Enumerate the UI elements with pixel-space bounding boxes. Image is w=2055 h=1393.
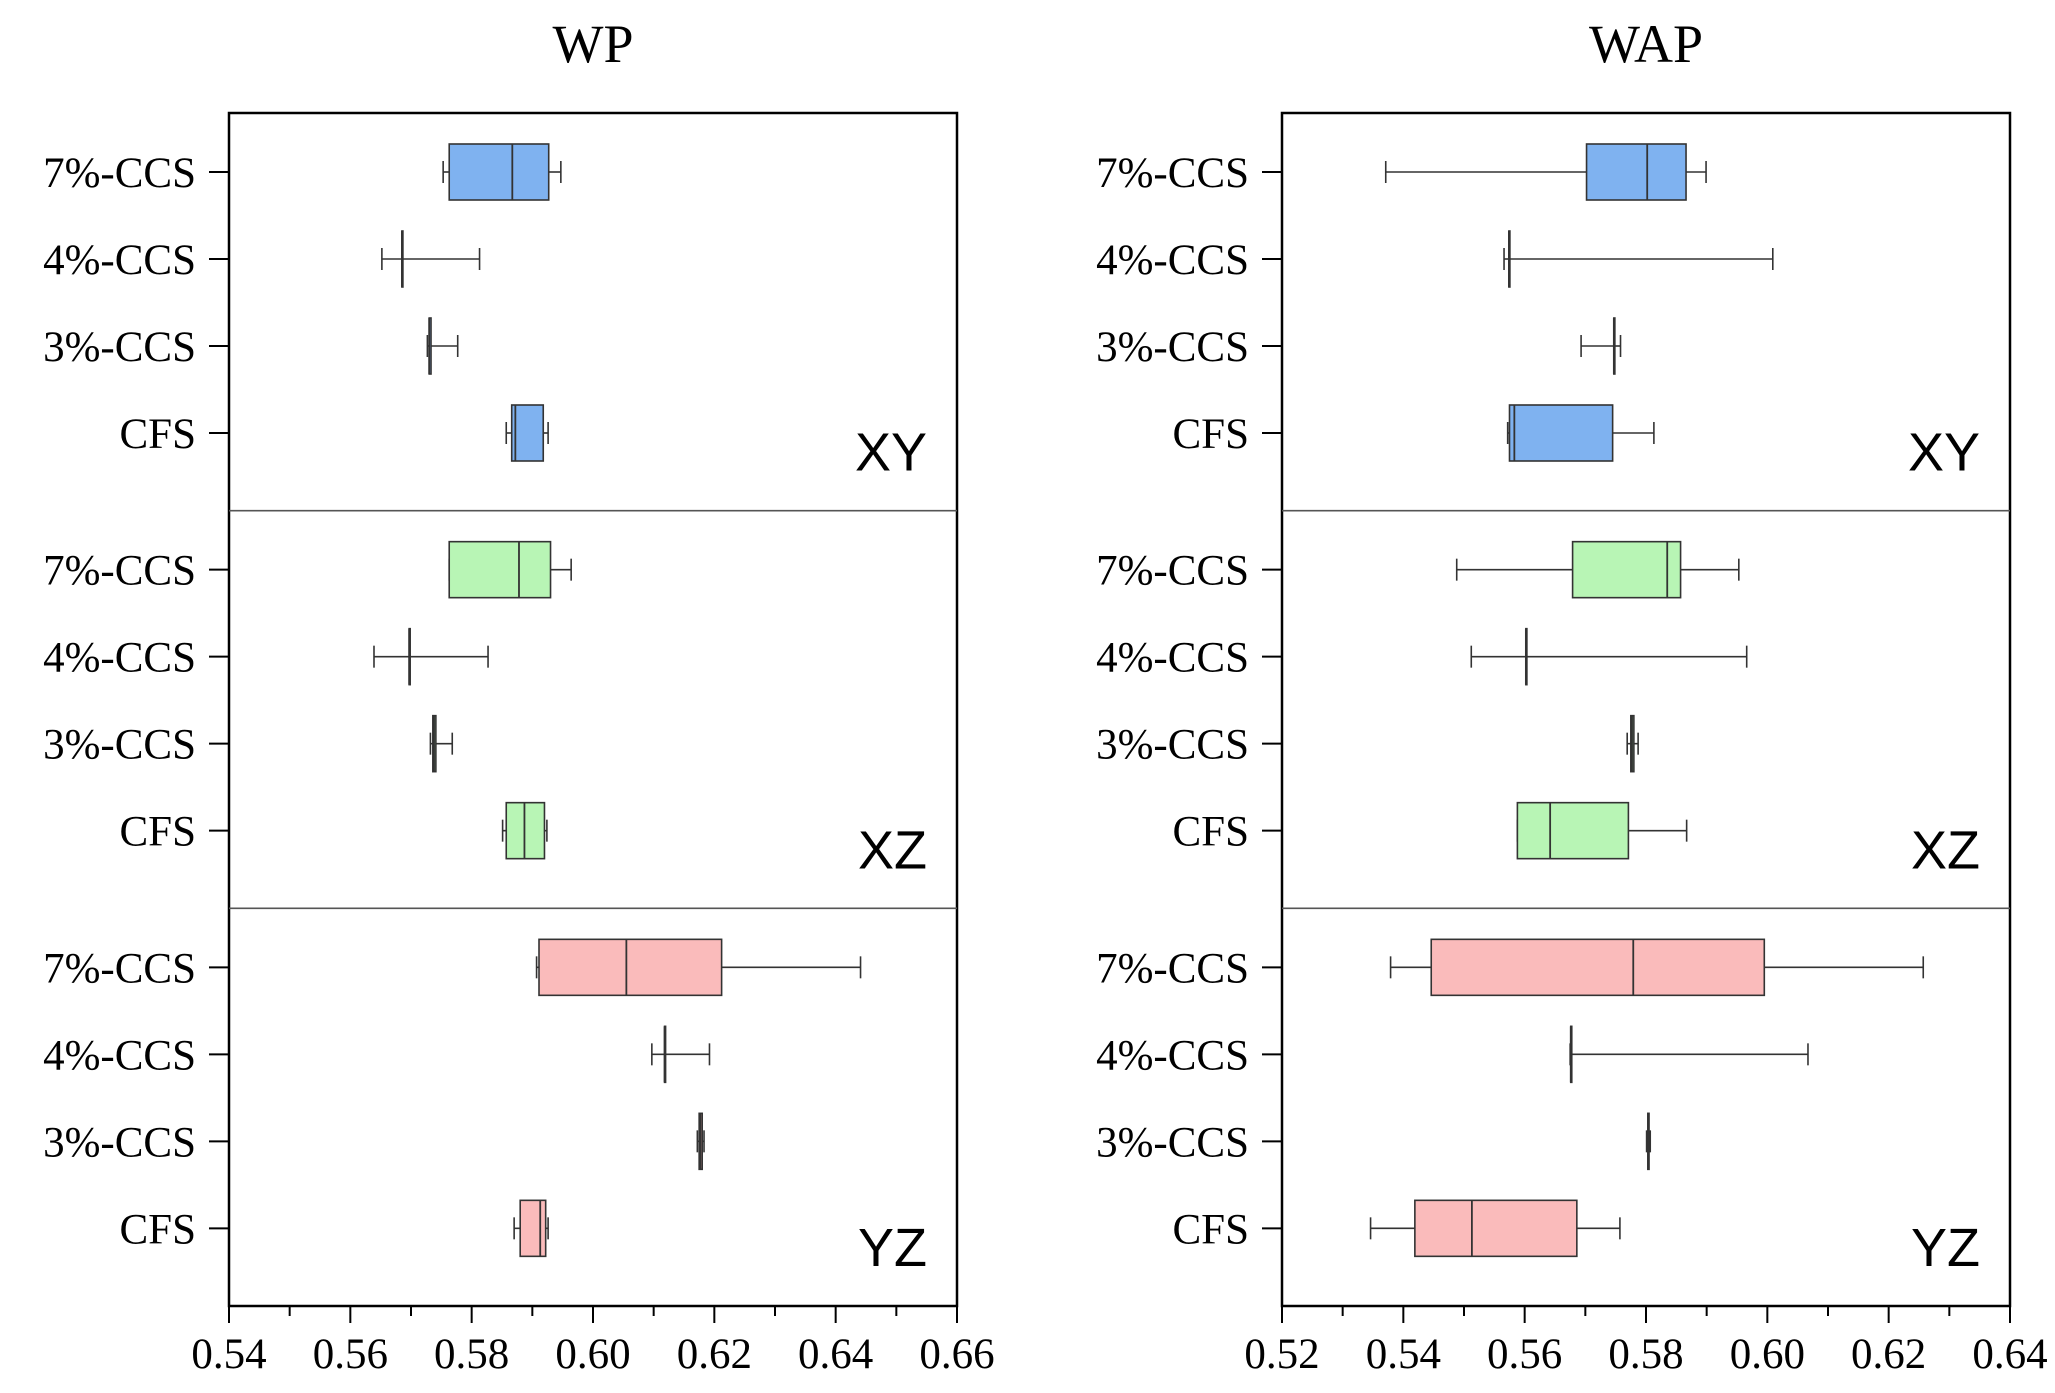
y-category-label: 3%-CCS (1096, 1119, 1249, 1166)
x-tick-label: 0.64 (798, 1331, 873, 1378)
y-category-label: CFS (1172, 411, 1249, 458)
y-category-label: 4%-CCS (1096, 1032, 1249, 1079)
plot-frame (1280, 111, 2012, 1308)
x-tick-label: 0.54 (191, 1331, 266, 1378)
plot-frame (227, 111, 959, 1308)
x-tick-label: 0.62 (1851, 1331, 1926, 1378)
box-iqr (1585, 143, 1687, 201)
y-category-label: 7%-CCS (43, 548, 196, 595)
y-category-label: CFS (119, 1206, 196, 1253)
x-tick-label: 0.56 (1487, 1331, 1562, 1378)
box-iqr (510, 404, 545, 462)
y-category-label: CFS (119, 411, 196, 458)
box-iqr (505, 801, 546, 860)
x-tick-label: 0.60 (555, 1331, 630, 1378)
y-category-label: CFS (119, 809, 196, 856)
y-category-label: 7%-CCS (1096, 548, 1249, 595)
y-category-label: 3%-CCS (43, 324, 196, 371)
x-tick-label: 0.66 (919, 1331, 994, 1378)
box-iqr (1430, 938, 1766, 997)
y-category-label: 4%-CCS (43, 1032, 196, 1079)
plot-title: WAP (1589, 14, 1703, 74)
x-tick-label: 0.62 (677, 1331, 752, 1378)
y-category-label: 7%-CCS (1096, 150, 1249, 197)
panel-label: XZ (1911, 820, 1980, 880)
panel-label: YZ (1911, 1218, 1980, 1278)
y-category-label: 3%-CCS (43, 1119, 196, 1166)
x-tick-label: 0.60 (1730, 1331, 1805, 1378)
y-category-label: 4%-CCS (43, 237, 196, 284)
box-iqr (1414, 1199, 1578, 1258)
box-iqr (1508, 404, 1614, 462)
x-tick-label: 0.64 (1972, 1331, 2047, 1378)
y-category-label: 3%-CCS (1096, 324, 1249, 371)
x-tick-label: 0.58 (1608, 1331, 1683, 1378)
plot-wp: WP 0.54 0.56 0.58 0.60 0.62 0.64 0.66 XY 7%-CCS 4%… (43, 14, 995, 1378)
y-category-label: 7%-CCS (1096, 945, 1249, 992)
x-tick-label: 0.58 (434, 1331, 509, 1378)
panel-label: XZ (858, 820, 927, 880)
plot-title: WP (553, 14, 634, 74)
box-iqr (519, 1199, 547, 1258)
box-iqr (448, 540, 552, 599)
box-iqr (1516, 801, 1630, 860)
x-tick-label: 0.56 (313, 1331, 388, 1378)
y-category-label: 7%-CCS (43, 945, 196, 992)
panel-label: XY (855, 423, 927, 483)
x-tick-label: 0.54 (1366, 1331, 1441, 1378)
y-category-label: 4%-CCS (1096, 237, 1249, 284)
y-category-label: 4%-CCS (1096, 635, 1249, 682)
box-iqr (538, 938, 723, 997)
y-category-label: 4%-CCS (43, 635, 196, 682)
box-iqr (1571, 540, 1682, 599)
y-category-label: 3%-CCS (1096, 722, 1249, 769)
plot-wap: WAP 0.52 0.54 0.56 0.58 0.60 0.62 0.64 XY 7%-CCS 4… (1096, 14, 2048, 1378)
y-category-label: 7%-CCS (43, 150, 196, 197)
y-category-label: CFS (1172, 809, 1249, 856)
x-tick-label: 0.52 (1244, 1331, 1319, 1378)
panel-label: XY (1908, 423, 1980, 483)
y-category-label: CFS (1172, 1206, 1249, 1253)
y-category-label: 3%-CCS (43, 722, 196, 769)
box-iqr (448, 143, 550, 201)
panel-label: YZ (858, 1218, 927, 1278)
